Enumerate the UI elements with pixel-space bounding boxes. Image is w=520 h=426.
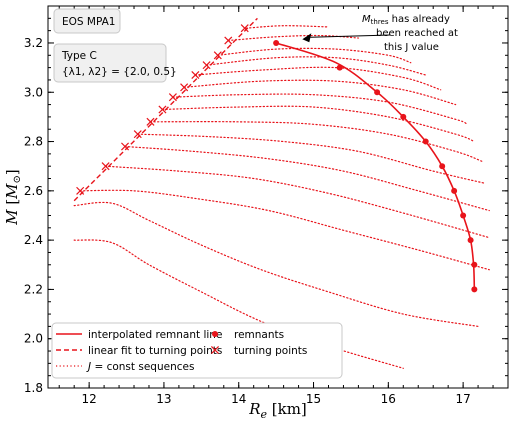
legend-swatch-dot <box>212 331 218 337</box>
turning-point-11 <box>224 36 233 45</box>
axes: 12 13 14 15 16 17 1.8 2.0 2.2 2.4 2.6 2.8 3.0 3.2 Re [… <box>3 5 509 421</box>
j-const-curve-7 <box>161 105 475 143</box>
j-const-curve-11 <box>104 165 490 239</box>
j-const-curve-12 <box>79 189 490 271</box>
legend-label: J = const sequences <box>86 361 194 373</box>
x-tick-label: 12 <box>81 392 96 406</box>
turning-point-8 <box>191 70 200 80</box>
linear-fit-line <box>73 17 258 202</box>
j-const-curve-10 <box>124 145 490 212</box>
remnant-point-7 <box>460 212 467 219</box>
j-const-sequences <box>73 25 490 369</box>
annotation-arrow-shaft <box>310 34 391 38</box>
x-tick-label: 16 <box>381 392 396 406</box>
turning-point-9 <box>202 61 211 70</box>
remnant-point-3 <box>400 113 407 120</box>
y-tick-label: 2.2 <box>24 282 43 296</box>
remnant-point-8 <box>467 237 474 244</box>
params-label: {λ1, λ2} = {2.0, 0.5} <box>62 66 177 78</box>
x-tick-label: 15 <box>306 392 321 406</box>
turning-point-12 <box>240 24 249 33</box>
y-tick-label: 2.4 <box>24 233 43 247</box>
eos-box <box>53 8 121 34</box>
j-const-curve-1 <box>227 34 360 42</box>
turning-point-10 <box>213 51 222 60</box>
turning-point-7 <box>180 83 189 92</box>
x-axis-label: Re [km] <box>248 400 307 421</box>
legend-swatch-x <box>210 345 220 355</box>
annotation-arrow-head <box>302 33 312 43</box>
legend-box <box>51 322 343 379</box>
turning-point-0 <box>76 186 85 195</box>
y-tick-label: 2.0 <box>24 332 43 346</box>
j-const-curve-5 <box>183 79 457 106</box>
annotation-line-1: Mthres has already <box>362 14 450 26</box>
y-tick-label: 1.8 <box>24 381 43 395</box>
type-label: Type C <box>61 50 97 62</box>
j-const-curve-0 <box>245 25 330 29</box>
j-const-curve-6 <box>172 93 468 125</box>
y-tick-label: 3.2 <box>24 36 43 50</box>
y-tick-label: 2.6 <box>24 184 43 198</box>
remnant-point-2 <box>374 89 381 96</box>
j-const-curve-13 <box>73 201 479 327</box>
x-tick-label: 13 <box>156 392 171 406</box>
j-const-curve-9 <box>137 133 487 185</box>
info-box: EOS MPA1 Type C {λ1, λ2} = {2.0, 0.5} <box>53 8 177 83</box>
j-const-curve-8 <box>149 121 483 162</box>
annotation: Mthres has already been reached at this J … <box>302 14 458 53</box>
legend: interpolated remnant line remnants linear … <box>51 322 343 379</box>
x-tick-label: 14 <box>231 392 246 406</box>
turning-point-1 <box>101 162 110 171</box>
legend-label: turning points <box>234 345 307 357</box>
turning-point-3 <box>133 130 142 139</box>
annotation-line-2: been reached at <box>376 28 458 39</box>
annotation-line-3: this J value <box>384 42 439 53</box>
y-tick-label: 3.0 <box>24 85 43 99</box>
remnant-point-10 <box>471 286 478 293</box>
turning-point-2 <box>121 142 130 151</box>
y-axis-label: M [M⊙] <box>3 169 23 226</box>
legend-label: linear fit to turning points <box>88 345 222 357</box>
linear-fit-line-path <box>73 17 258 202</box>
x-tick-label: 17 <box>455 392 470 406</box>
turning-point-5 <box>158 105 167 114</box>
remnant-point-4 <box>422 138 429 145</box>
turning-point-4 <box>146 117 155 126</box>
j-const-curve-2 <box>217 47 412 64</box>
remnant-point-6 <box>451 187 458 194</box>
data-markers <box>76 24 478 293</box>
j-const-curve-3 <box>205 56 427 76</box>
eos-label: EOS MPA1 <box>62 16 115 28</box>
remnant-point-0 <box>273 39 280 46</box>
turning-point-6 <box>168 93 177 102</box>
legend-label: interpolated remnant line <box>88 329 222 341</box>
remnant-point-5 <box>439 163 446 170</box>
y-tick-label: 2.8 <box>24 135 43 149</box>
legend-label: remnants <box>234 329 284 341</box>
type-box <box>53 43 167 83</box>
j-const-curve-4 <box>194 66 442 91</box>
remnant-point-9 <box>471 261 478 268</box>
remnant-point-1 <box>336 64 343 71</box>
plot-frame <box>47 5 509 389</box>
